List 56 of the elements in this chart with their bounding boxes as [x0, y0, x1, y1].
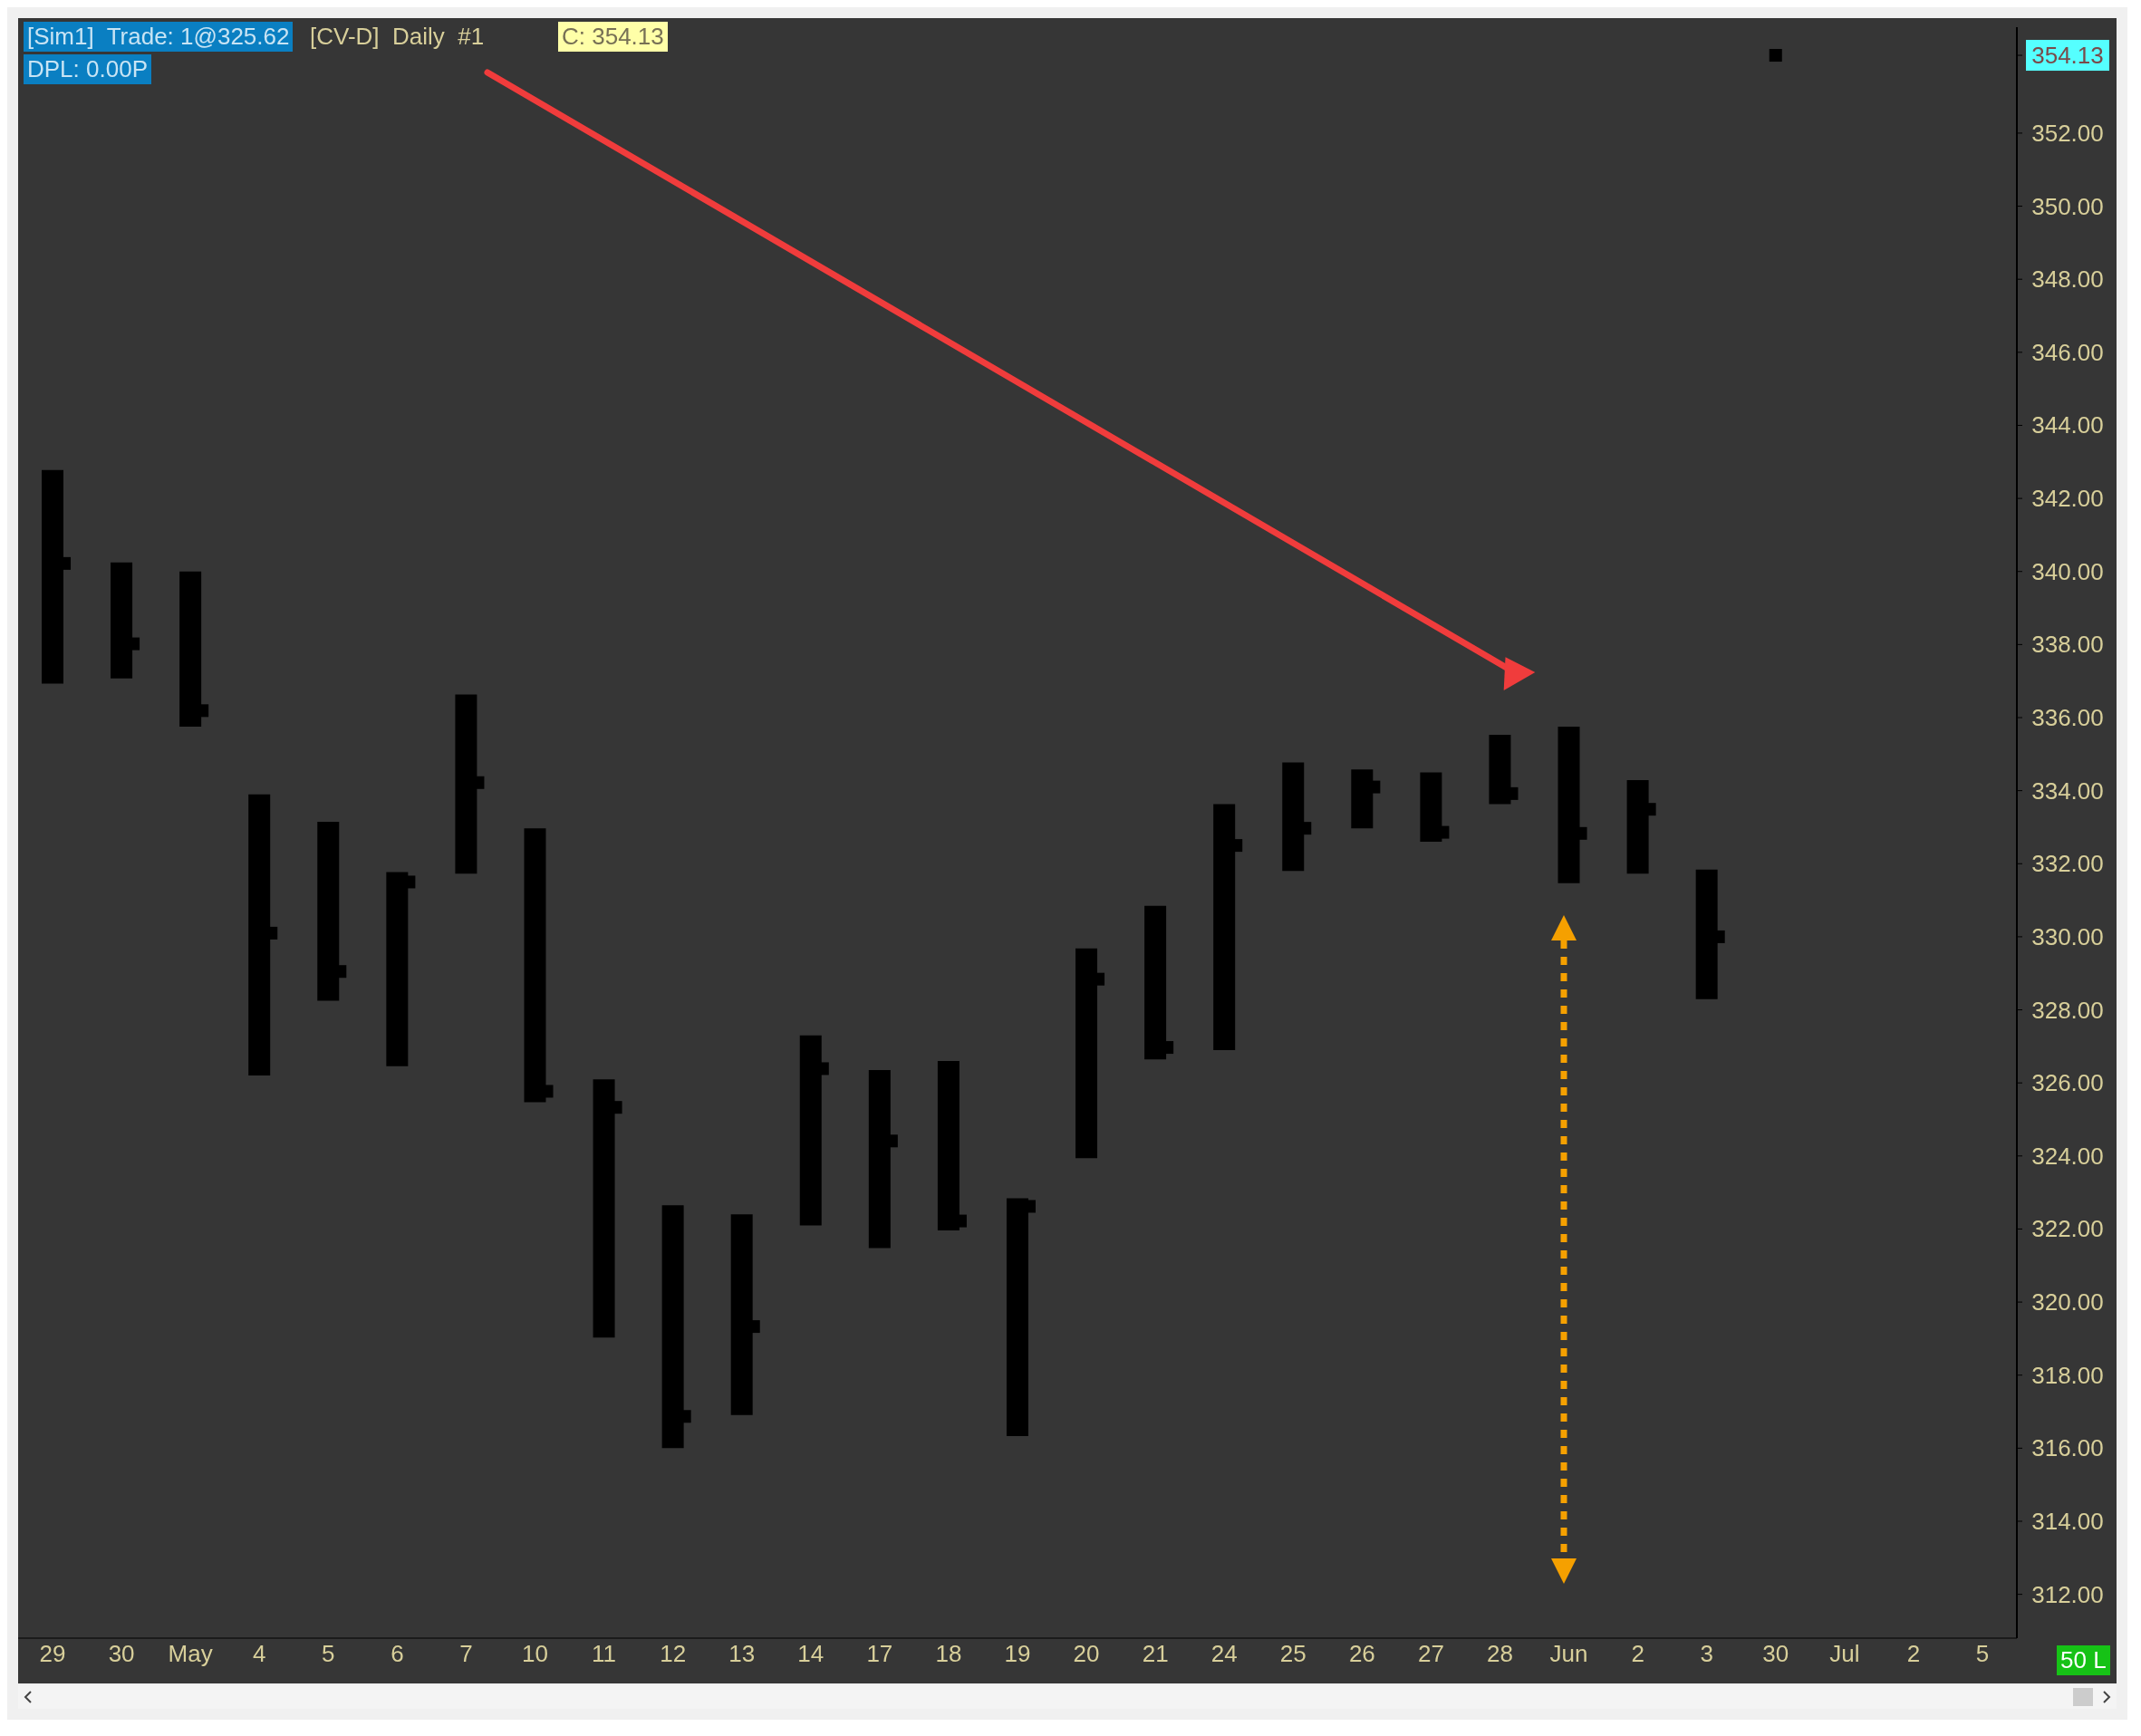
x-tick-label: Jul: [1829, 1640, 1860, 1668]
y-tick-label: 350.00: [2031, 192, 2104, 220]
y-tick-label: 354.13: [2031, 42, 2104, 70]
x-tick-label: 27: [1417, 1640, 1444, 1668]
x-tick-label: 30: [1762, 1640, 1789, 1668]
y-tick-label: 352.00: [2031, 119, 2104, 147]
y-tick-label: 334.00: [2031, 776, 2104, 805]
y-tick-label: 328.00: [2031, 996, 2104, 1024]
y-tick-label: 348.00: [2031, 265, 2104, 294]
annotation: [Sim1] Trade: 1@325.62: [24, 22, 294, 52]
x-tick-label: 13: [728, 1640, 756, 1668]
x-tick-label: 11: [592, 1640, 617, 1668]
annotation: DPL: 0.00P: [24, 54, 151, 84]
x-tick-label: 17: [866, 1640, 893, 1668]
x-tick-label: 12: [660, 1640, 687, 1668]
y-tick-label: 326.00: [2031, 1069, 2104, 1097]
x-tick-label: 6: [391, 1640, 404, 1668]
x-tick-label: 2: [1906, 1640, 1921, 1668]
annotation: C: 354.13: [558, 22, 668, 52]
x-tick-label: 5: [1975, 1640, 1990, 1668]
y-tick-label: 346.00: [2031, 338, 2104, 366]
annotation: [CV-D] Daily #1: [309, 22, 486, 52]
x-tick-label: 21: [1142, 1640, 1169, 1668]
y-tick-label: 340.00: [2031, 557, 2104, 585]
y-tick-label: 322.00: [2031, 1215, 2104, 1243]
y-tick-label: 336.00: [2031, 704, 2104, 731]
y-tick-label: 324.00: [2031, 1142, 2104, 1170]
y-tick-label: 332.00: [2031, 850, 2104, 878]
x-tick-label: 29: [39, 1640, 66, 1668]
text: 50 L: [2057, 1645, 2110, 1675]
y-tick-label: 338.00: [2031, 631, 2104, 659]
x-tick-label: 5: [322, 1640, 335, 1668]
x-tick-label: 30: [108, 1640, 135, 1668]
x-tick-label: 28: [1487, 1640, 1513, 1668]
x-tick-label: 4: [253, 1640, 266, 1668]
x-tick-label: 24: [1210, 1640, 1238, 1668]
x-tick-label: Jun: [1549, 1640, 1588, 1668]
x-tick-label: 2: [1631, 1640, 1644, 1668]
y-tick-label: 314.00: [2031, 1507, 2104, 1535]
x-tick-label: 10: [522, 1640, 548, 1668]
y-tick-label: 316.00: [2031, 1434, 2104, 1462]
y-tick-label: 342.00: [2031, 485, 2104, 513]
x-tick-label: 7: [459, 1640, 473, 1668]
y-tick-label: 344.00: [2031, 411, 2104, 439]
x-tick-label: May: [168, 1640, 213, 1668]
x-tick-label: 3: [1700, 1640, 1713, 1668]
y-tick-label: 312.00: [2031, 1580, 2104, 1608]
x-tick-label: 26: [1348, 1640, 1375, 1668]
y-tick-label: 330.00: [2031, 922, 2104, 950]
x-tick-label: 19: [1004, 1640, 1031, 1668]
x-tick-label: 20: [1073, 1640, 1100, 1668]
y-tick-label: 320.00: [2031, 1288, 2104, 1316]
x-tick-label: 25: [1279, 1640, 1307, 1668]
x-tick-label: 14: [797, 1640, 825, 1668]
x-tick-label: 18: [935, 1640, 962, 1668]
y-tick-label: 318.00: [2031, 1361, 2104, 1389]
